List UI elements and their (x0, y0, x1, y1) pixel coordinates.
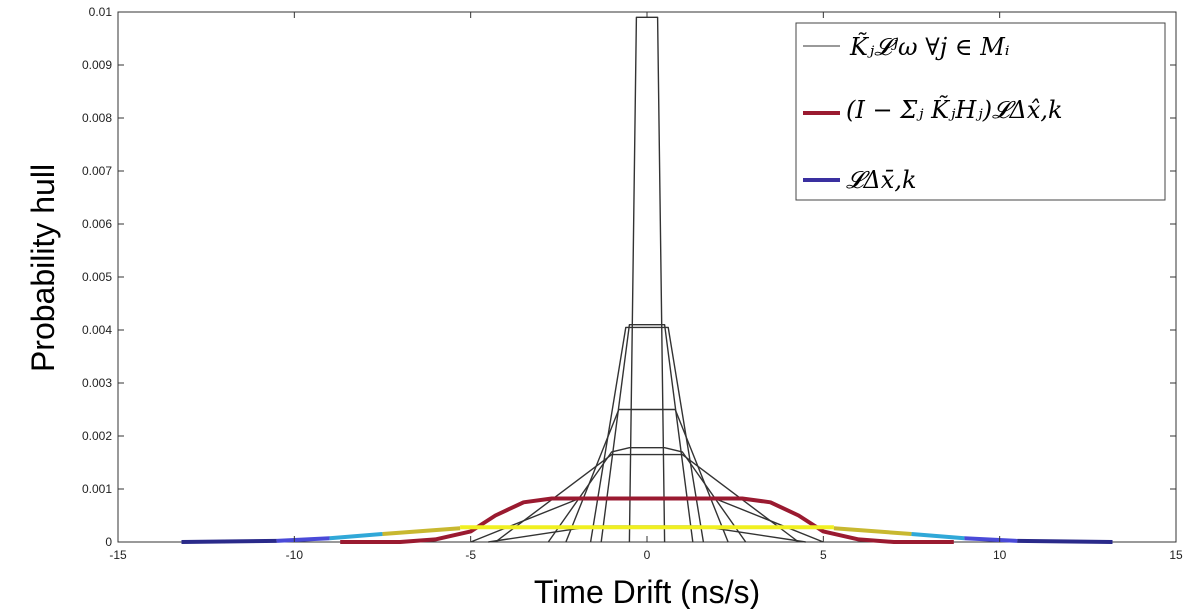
series-line-olive (833, 526, 912, 536)
series-line-navy (1017, 538, 1113, 544)
series-line-blue (276, 536, 330, 543)
x-tick-label: -5 (465, 548, 476, 562)
y-tick-label: 0.002 (82, 429, 112, 443)
y-tick-label: 0.006 (82, 217, 112, 231)
y-tick-label: 0.003 (82, 376, 112, 390)
series-line-olive (382, 526, 461, 536)
y-tick-label: 0.009 (82, 58, 112, 72)
x-tick-label: 0 (644, 548, 651, 562)
y-tick-label: 0.001 (82, 482, 112, 496)
legend-label-blue: 𝓛Δx̄,k (846, 166, 917, 194)
y-tick-label: 0.007 (82, 164, 112, 178)
series-layer (181, 16, 1113, 544)
x-tick-label: 10 (993, 548, 1007, 562)
y-tick-label: 0.005 (82, 270, 112, 284)
legend-label-gray: K̃ⱼ𝓛ʲω ∀j ∈ Mᵢ (849, 33, 1010, 61)
y-axis-title: Probability hull (25, 164, 61, 372)
x-tick-label: 15 (1169, 548, 1183, 562)
legend-label-red: (I − Σⱼ K̃ⱼHⱼ)𝓛Δx̂,k (846, 96, 1063, 124)
legend: K̃ⱼ𝓛ʲω ∀j ∈ Mᵢ (I − Σⱼ K̃ⱼHⱼ)𝓛Δx̂,k 𝓛Δx̄… (795, 22, 1166, 201)
y-tick-label: 0 (105, 535, 112, 549)
series-line-cyan (329, 532, 383, 541)
x-tick-label: -15 (109, 548, 127, 562)
x-axis-title: Time Drift (ns/s) (534, 574, 760, 609)
y-tick-label: 0.01 (89, 5, 113, 19)
series-line-gray (565, 408, 729, 543)
ticks-layer: -15 -10 -5 0 5 10 15 0 0.001 0.002 0.003 0.004 0.005… (82, 5, 1183, 562)
y-tick-label: 0.004 (82, 323, 112, 337)
series-line-blue (964, 536, 1018, 543)
x-tick-label: 5 (820, 548, 827, 562)
series-line-cyan (911, 532, 965, 541)
legend-box (795, 22, 1166, 201)
series-line-red (340, 496, 954, 544)
series-line-navy (181, 538, 277, 544)
series-line-gray (600, 324, 694, 543)
y-tick-label: 0.008 (82, 111, 112, 125)
series-line-gray (547, 447, 747, 543)
x-tick-label: -10 (286, 548, 304, 562)
